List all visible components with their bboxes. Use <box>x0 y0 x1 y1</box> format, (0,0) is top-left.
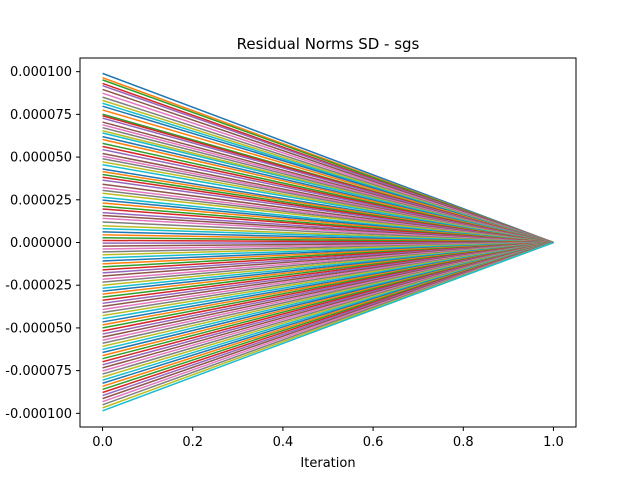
y-tick-label: 0.000100 <box>10 65 72 80</box>
y-tick-label: 0.000000 <box>10 236 72 251</box>
x-tick-label: 1.0 <box>543 435 564 450</box>
y-tick-label: -0.000100 <box>5 407 72 422</box>
series-line <box>102 241 554 412</box>
x-axis: 0.0 0.2 0.4 0.6 0.8 1.0 <box>92 427 564 450</box>
chart-title: Residual Norms SD - sgs <box>237 35 420 53</box>
y-tick-label: -0.000050 <box>5 321 72 336</box>
y-axis: 0.000100 0.000075 0.000050 0.000025 0.000000… <box>5 65 80 422</box>
x-tick-label: 0.0 <box>92 435 113 450</box>
y-tick-label: -0.000075 <box>5 364 72 379</box>
series-lines <box>102 72 554 412</box>
y-tick-label: 0.000075 <box>10 108 72 123</box>
x-tick-label: 0.4 <box>273 435 294 450</box>
x-tick-label: 0.2 <box>182 435 203 450</box>
y-tick-label: 0.000050 <box>10 151 72 166</box>
x-axis-label: Iteration <box>300 456 355 471</box>
x-tick-label: 0.8 <box>453 435 474 450</box>
y-tick-label: -0.000025 <box>5 279 72 294</box>
x-tick-label: 0.6 <box>363 435 384 450</box>
y-tick-label: 0.000025 <box>10 193 72 208</box>
